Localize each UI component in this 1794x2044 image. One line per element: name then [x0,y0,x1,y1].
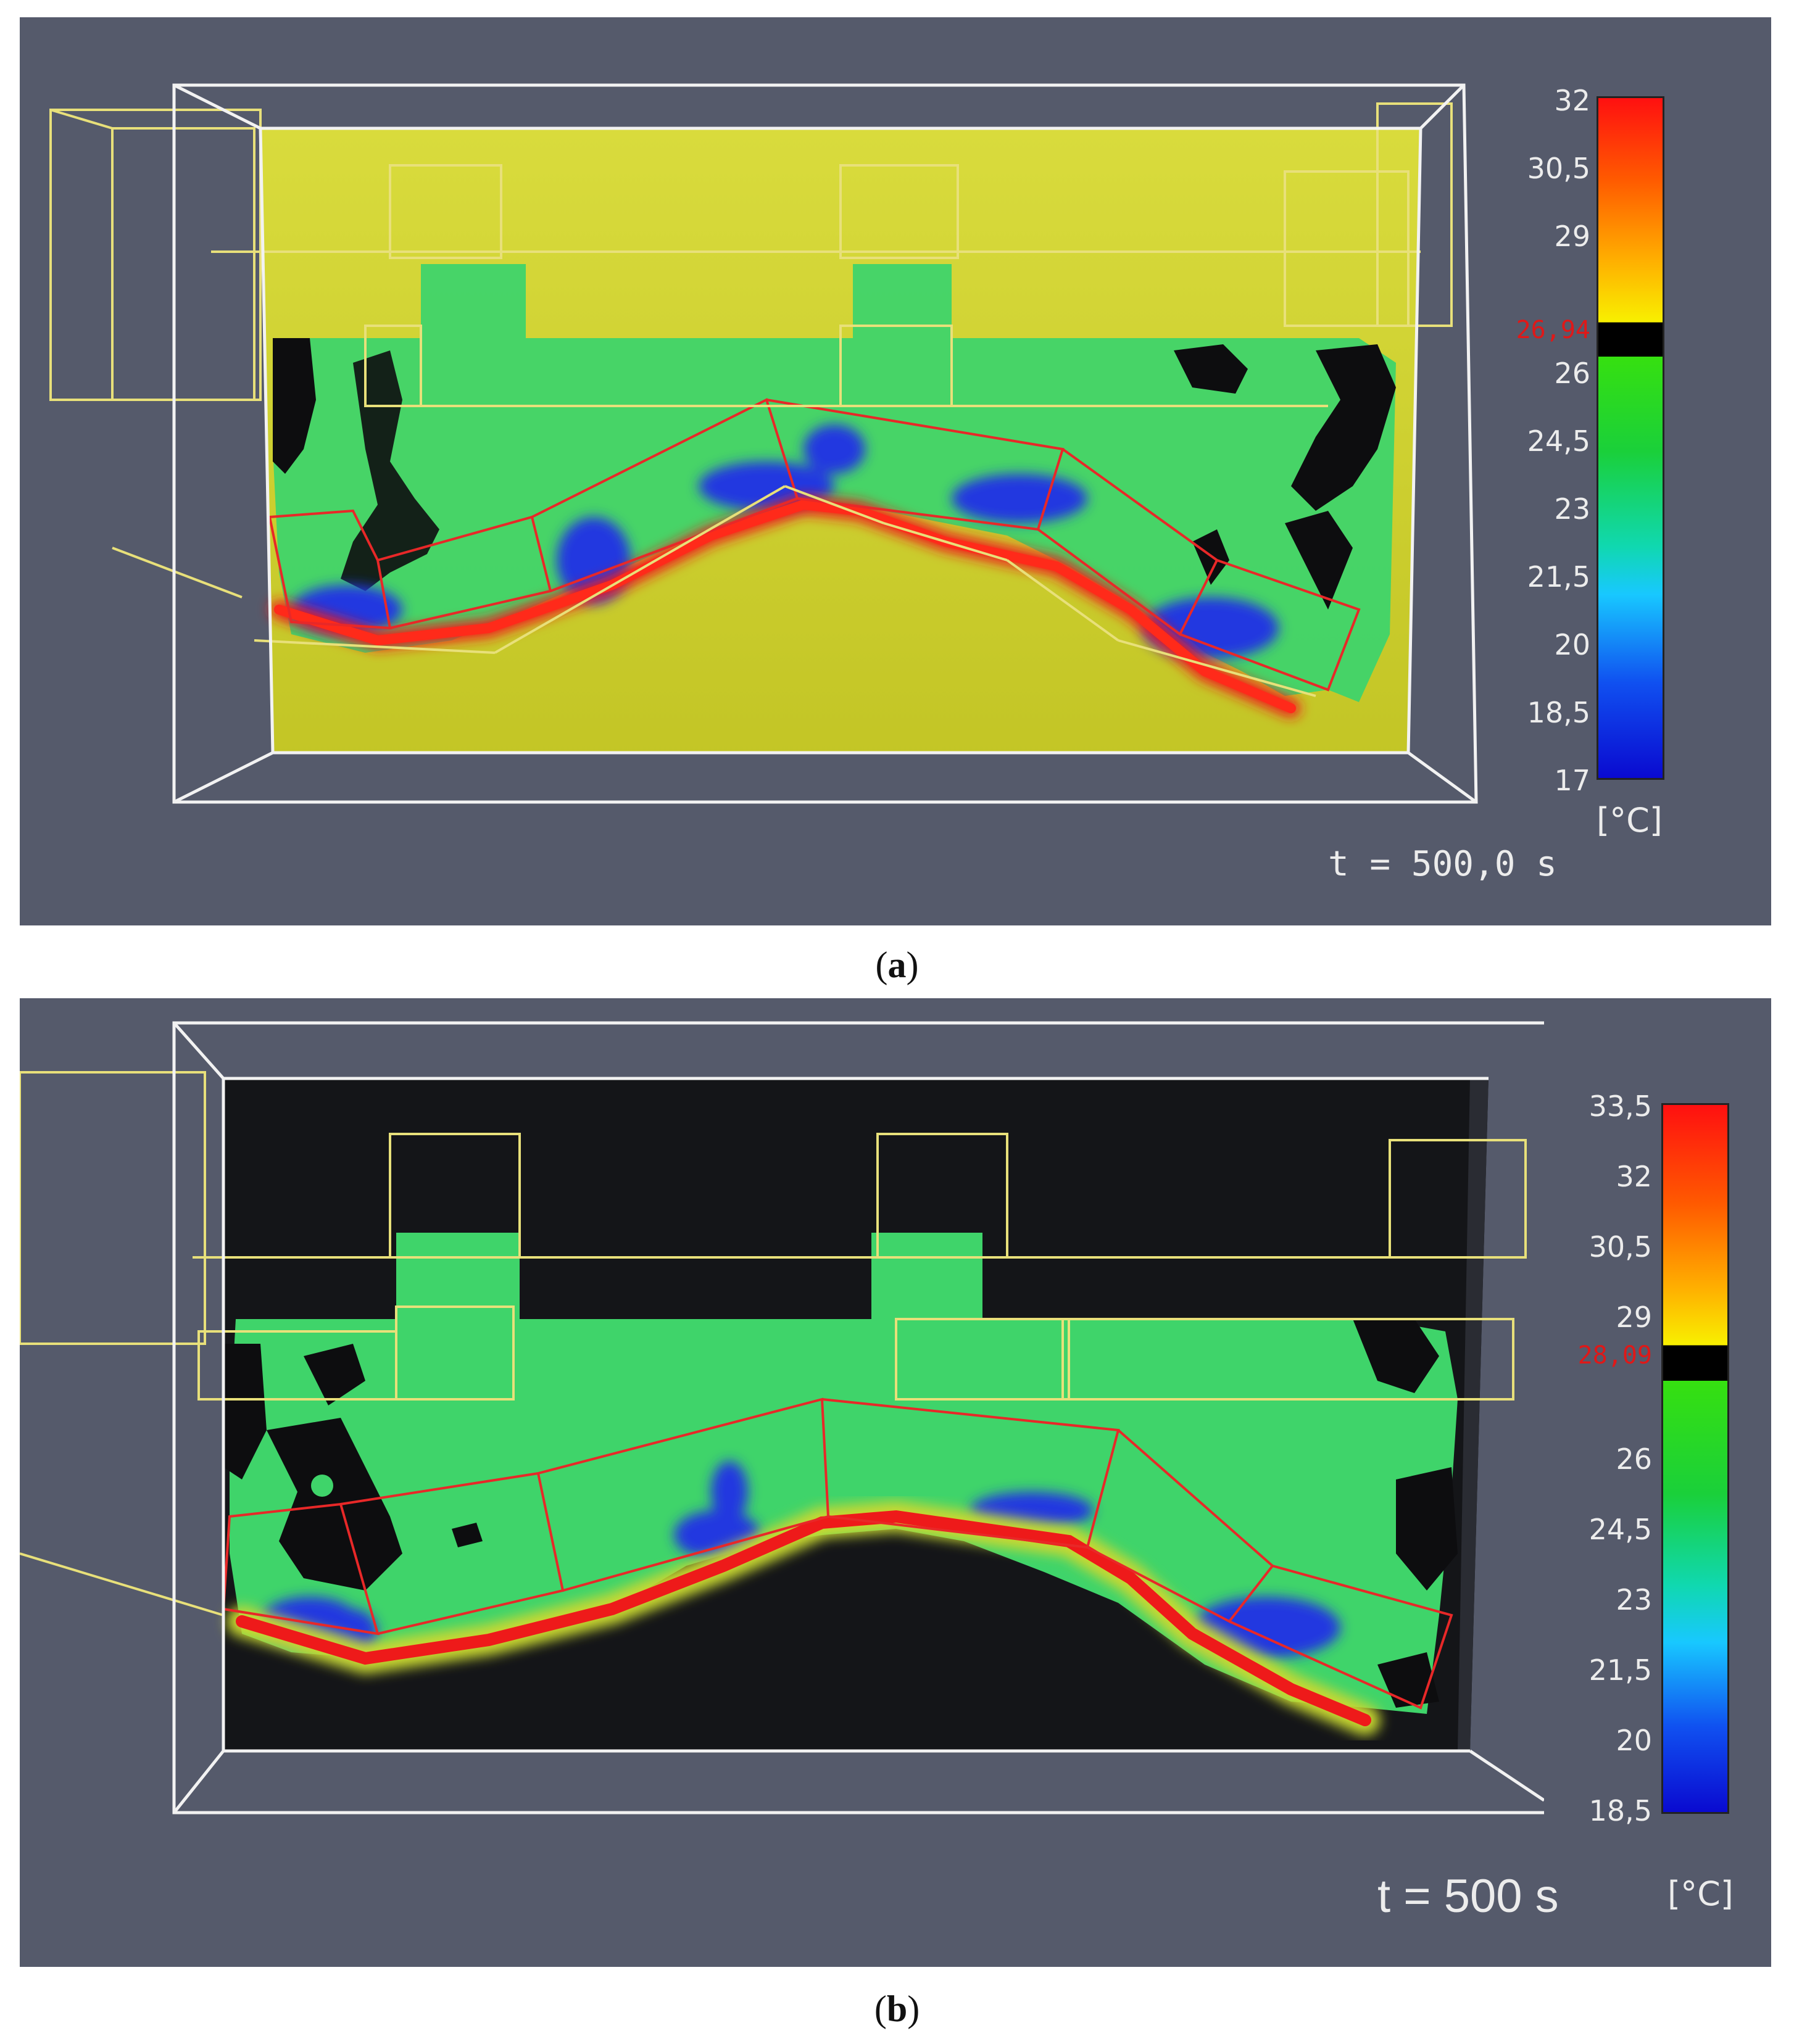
tick-label: 24,5 [1527,424,1590,458]
tick-label: 23 [1554,492,1590,526]
temperature-scene-b [20,998,1771,1967]
caption-a: (a) [875,945,919,985]
colorbar-marker-value: 28,09 [1577,1341,1652,1370]
tick-label: 29 [1554,220,1590,253]
tick-label: 20 [1554,628,1590,661]
tick-label: 30,5 [1527,152,1590,185]
tick-label: 21,5 [1527,560,1590,594]
tick-label: 32 [1554,84,1590,117]
white-wireframe [172,1021,1545,1814]
tick-label: 30,5 [1588,1230,1652,1264]
white-wireframe [172,83,1478,804]
colorbar-b [1661,1103,1729,1814]
tick-label: 20 [1616,1724,1652,1757]
temperature-scene-a [49,83,1478,804]
panel-b: 33,5 32 30,5 29 28,09 26 24,5 23 21,5 20… [20,998,1771,1967]
colorbar-a [1597,96,1664,780]
time-label: t = 500,0 s [1328,844,1557,884]
yellow-wireframe [49,102,1453,697]
tick-label: 23 [1616,1583,1652,1616]
tick-label: 24,5 [1588,1513,1652,1546]
tick-label: 21,5 [1588,1653,1652,1687]
tick-label: 26 [1554,357,1590,390]
time-label: t = 500 s [1377,1870,1559,1922]
hot-band-core [274,499,1296,713]
panel-a: 32 30,5 29 26,94 26 24,5 23 21,5 20 18,5… [20,17,1771,925]
colorbar-unit: [°C] [1667,1874,1734,1913]
hot-band-core [236,1510,1371,1726]
tick-label: 17 [1554,764,1590,797]
isosurface-cut [273,338,1396,610]
tick-label: 32 [1616,1160,1652,1193]
colorbar-unit: [°C] [1597,801,1663,840]
tick-label: 18,5 [1527,696,1590,729]
device-outline [268,398,1361,692]
colorbar-marker-value: 26,94 [1516,316,1590,344]
tick-label: 33,5 [1588,1090,1652,1123]
tick-label: 18,5 [1588,1794,1652,1827]
tick-label: 29 [1616,1301,1652,1334]
tick-label: 26 [1616,1442,1652,1476]
caption-b: (b) [874,1988,920,2029]
